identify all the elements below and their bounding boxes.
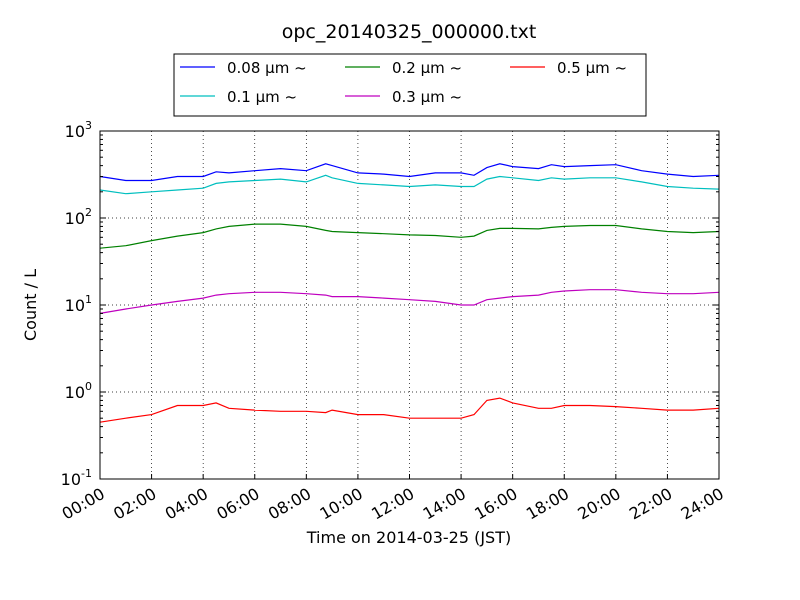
y-tick-label: 102 (65, 206, 92, 228)
legend-box (173, 53, 647, 117)
series-line (99, 163, 720, 182)
legend-label: 0.3 μm ~ (392, 88, 462, 106)
y-axis: 10-1 100 101 102 103 (61, 119, 719, 489)
x-axis-label: Time on 2014-03-25 (JST) (306, 528, 511, 547)
series-line (99, 174, 720, 195)
series-line (99, 223, 720, 249)
y-tick-label: 100 (65, 380, 92, 402)
legend-label: 0.1 μm ~ (227, 88, 297, 106)
series-line (99, 289, 720, 314)
y-tick-label: 103 (65, 119, 92, 141)
y-tick-label: 101 (65, 293, 92, 315)
legend: 0.08 μm ~ 0.1 μm ~ 0.2 μm ~ 0.3 μm ~ 0.5 μm … (173, 53, 647, 117)
chart-title: opc_20140325_000000.txt (282, 21, 537, 43)
series-lines (99, 163, 720, 423)
y-tick-label: 10-1 (61, 467, 92, 489)
series-line (99, 397, 720, 423)
legend-label: 0.08 μm ~ (227, 59, 307, 77)
legend-label: 0.5 μm ~ (557, 59, 627, 77)
legend-label: 0.2 μm ~ (392, 59, 462, 77)
y-axis-label: Count / L (21, 269, 40, 341)
